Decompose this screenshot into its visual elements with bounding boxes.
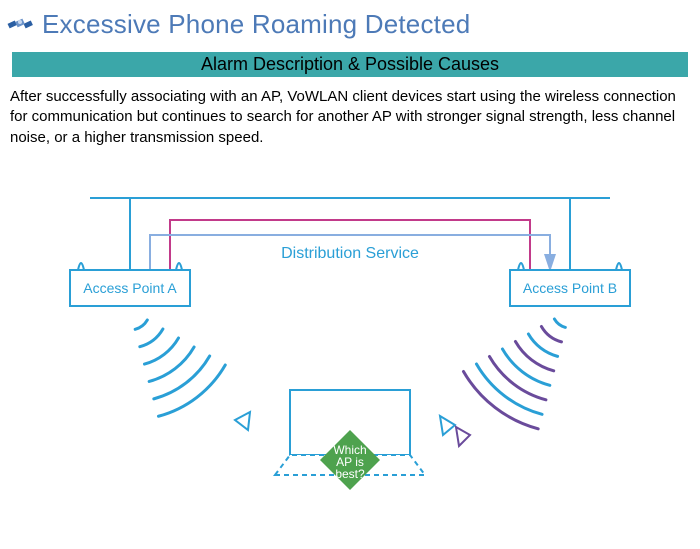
svg-text:Distribution Service: Distribution Service [281, 245, 419, 262]
svg-text:Access Point B: Access Point B [523, 280, 617, 296]
header: Excessive Phone Roaming Detected [0, 0, 700, 44]
svg-text:best?: best? [335, 467, 365, 481]
roaming-diagram: Distribution Service Access Point A Access… [0, 180, 700, 540]
description-text: After successfully associating with an A… [10, 87, 690, 148]
section-header: Alarm Description & Possible Causes [12, 52, 688, 77]
svg-text:Access Point A: Access Point A [83, 280, 177, 296]
satellite-icon [4, 8, 36, 40]
page-title: Excessive Phone Roaming Detected [42, 9, 470, 40]
